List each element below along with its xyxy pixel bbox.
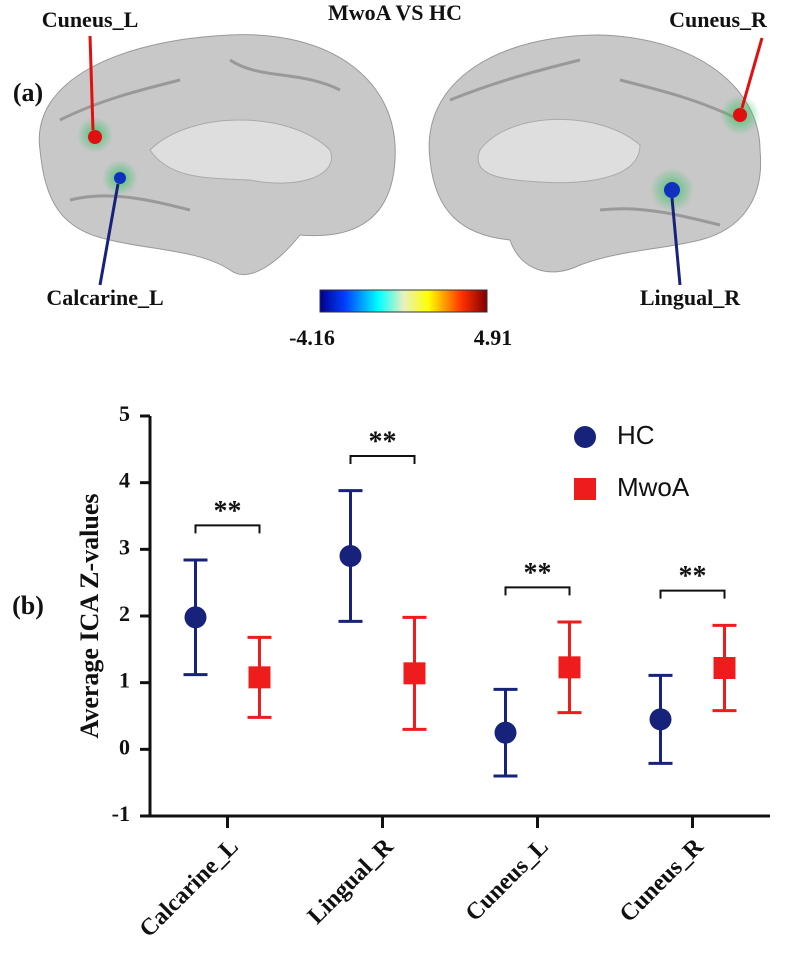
marker	[713, 657, 736, 679]
marker	[248, 666, 271, 689]
significance-label: **	[679, 561, 707, 592]
colorbar	[319, 289, 488, 313]
region-label: Lingual_R	[640, 285, 741, 310]
brain-left	[38, 34, 396, 286]
marker	[494, 721, 517, 744]
panel-label: (a)	[13, 78, 43, 107]
panel-label: (b)	[12, 591, 44, 620]
y-tick-label: 5	[119, 401, 130, 426]
region-label: Cuneus_R	[669, 7, 768, 32]
y-axis-title: Average ICA Z-values	[75, 493, 104, 738]
y-tick-label: 2	[119, 601, 130, 626]
legend-label: MwoA	[617, 472, 690, 502]
significance-bracket	[194, 524, 261, 534]
legend-marker	[574, 478, 596, 500]
y-tick-label: 0	[119, 734, 130, 759]
colorbar-min: -4.16	[289, 325, 335, 350]
x-tick-label: Calcarine_L	[135, 834, 244, 943]
region-label: Cuneus_L	[42, 7, 139, 32]
marker	[558, 656, 581, 679]
y-tick-label: 4	[119, 468, 130, 493]
colorbar-max: 4.91	[474, 325, 513, 350]
x-tick-label: Cuneus_R	[615, 833, 709, 927]
legend-marker	[574, 426, 596, 448]
marker	[339, 545, 362, 567]
significance-label: **	[214, 496, 242, 527]
significance-label: **	[524, 558, 552, 589]
y-tick-label: 3	[119, 534, 130, 559]
marker	[403, 662, 426, 685]
brain-right	[428, 34, 764, 286]
significance-label: **	[369, 426, 397, 457]
y-tick-label: -1	[112, 801, 130, 826]
x-tick-label: Cuneus_L	[461, 834, 554, 927]
legend-label: HC	[617, 420, 655, 450]
significance-bracket	[659, 589, 726, 599]
x-tick-label: Lingual_R	[303, 833, 399, 929]
marker	[184, 606, 207, 629]
marker	[649, 708, 672, 731]
significance-bracket	[349, 455, 416, 464]
panel-title: MwoA VS HC	[328, 0, 462, 25]
significance-bracket	[504, 586, 571, 596]
region-label: Calcarine_L	[46, 285, 163, 310]
y-tick-label: 1	[119, 668, 130, 693]
